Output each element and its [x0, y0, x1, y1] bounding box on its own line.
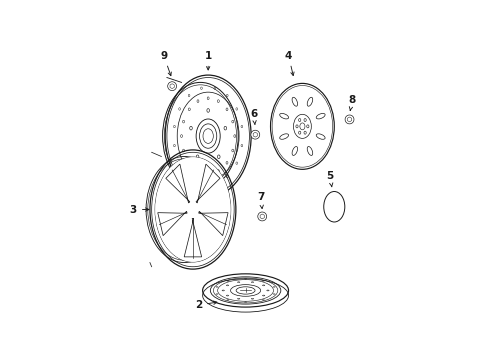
- Ellipse shape: [177, 201, 180, 205]
- Ellipse shape: [280, 113, 289, 119]
- Ellipse shape: [280, 134, 289, 139]
- Text: 6: 6: [250, 109, 258, 125]
- Ellipse shape: [183, 225, 185, 228]
- Text: 3: 3: [130, 204, 149, 215]
- Ellipse shape: [185, 199, 200, 220]
- Ellipse shape: [192, 187, 194, 190]
- Circle shape: [258, 212, 267, 221]
- Ellipse shape: [200, 225, 203, 228]
- Ellipse shape: [155, 157, 231, 262]
- Polygon shape: [158, 211, 187, 236]
- Text: 7: 7: [257, 192, 265, 208]
- Ellipse shape: [307, 147, 313, 156]
- Ellipse shape: [316, 134, 325, 139]
- Text: 9: 9: [160, 51, 172, 76]
- Text: 8: 8: [349, 95, 356, 111]
- Ellipse shape: [230, 285, 261, 296]
- Text: 1: 1: [204, 51, 212, 70]
- Ellipse shape: [292, 147, 297, 156]
- Ellipse shape: [206, 201, 209, 205]
- Text: 2: 2: [195, 300, 217, 310]
- Polygon shape: [166, 164, 190, 203]
- Ellipse shape: [316, 113, 325, 119]
- Ellipse shape: [203, 274, 289, 307]
- Ellipse shape: [188, 202, 198, 217]
- Ellipse shape: [292, 97, 297, 106]
- Circle shape: [345, 115, 354, 124]
- Circle shape: [251, 130, 260, 139]
- Ellipse shape: [307, 97, 313, 106]
- Polygon shape: [199, 211, 228, 236]
- Circle shape: [168, 82, 176, 91]
- Text: 5: 5: [326, 171, 334, 187]
- Text: 4: 4: [285, 51, 294, 76]
- Polygon shape: [196, 164, 220, 203]
- Ellipse shape: [270, 84, 334, 169]
- Polygon shape: [184, 219, 201, 257]
